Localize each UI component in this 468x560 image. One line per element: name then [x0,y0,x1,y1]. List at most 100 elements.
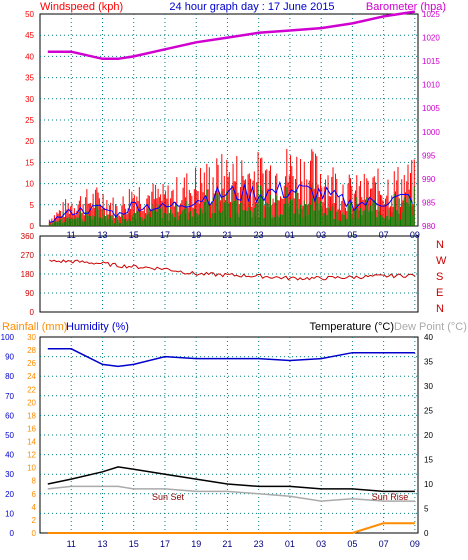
baro-tick-label: 1000 [422,128,440,137]
bot-x-tick-label: 09 [410,539,420,549]
wind-tick-label: 40 [25,52,34,61]
rain-tick-label: 24 [27,372,36,381]
top-x-tick-label: 15 [129,230,139,240]
dewpoint-line [47,485,415,502]
compass-label: N [436,303,444,315]
rain-tick-label: 30 [27,333,36,342]
compass-label: S [436,271,443,283]
wind-tick-label: 5 [30,201,35,210]
barometer-line [47,10,416,61]
baro-tick-label: 1005 [422,104,440,113]
humidity-tick-label: 50 [5,431,14,440]
top-x-tick-label: 19 [191,230,201,240]
rain-tick-label: 20 [27,398,36,407]
rain-tick-label: 10 [27,464,36,473]
baro-tick-label: 1015 [422,57,440,66]
rain-tick-label: 4 [32,503,37,512]
wind-tick-label: 50 [25,10,34,19]
baro-tick-label: 995 [422,151,436,160]
wind-tick-label: 35 [25,74,34,83]
data-series [47,10,416,534]
humidity-tick-label: 0 [10,529,15,538]
rain-tick-label: 14 [27,438,36,447]
page-title: 24 hour graph day : 17 June 2015 [169,1,334,13]
temp-tick-label: 30 [424,382,433,391]
top-x-tick-label: 05 [347,230,357,240]
winddir-tick-label: 180 [21,270,35,279]
humidity-tick-label: 60 [5,411,14,420]
winddir-tick-label: 270 [21,251,35,260]
compass-label: W [436,255,447,267]
bot-x-tick-label: 05 [347,539,357,549]
temperature-line [47,466,415,493]
rain-tick-label: 28 [27,346,36,355]
temp-tick-label: 10 [424,480,433,489]
wind-direction-line [49,259,416,281]
baro-tick-label: 1020 [422,34,440,43]
humidity-tick-label: 70 [5,392,14,401]
rain-tick-label: 0 [32,529,37,538]
top-x-tick-label: 07 [379,230,389,240]
humidity-tick-label: 90 [5,353,14,362]
wind-tick-label: 15 [25,158,34,167]
rain-tick-label: 16 [27,424,36,433]
wind-tick-label: 30 [25,95,34,104]
top-x-tick-label: 17 [160,230,170,240]
temp-tick-label: 40 [424,333,433,342]
wind-tick-label: 0 [30,222,35,231]
sun-rise-label: Sun Rise [372,492,409,502]
wind-tick-label: 10 [25,180,34,189]
temp-tick-label: 25 [424,407,433,416]
bot-x-tick-label: 23 [254,539,264,549]
winddir-tick-label: 90 [25,289,34,298]
rain-tick-label: 12 [27,451,36,460]
bot-x-tick-label: 01 [285,539,295,549]
rainfall-line [47,522,415,534]
bot-x-tick-label: 21 [222,539,232,549]
baro-tick-label: 985 [422,198,436,207]
temp-tick-label: 0 [424,529,429,538]
top-left-axis-title: Windspeed (kph) [40,1,123,13]
temp-tick-label: 35 [424,358,433,367]
baro-tick-label: 990 [422,175,436,184]
bot-x-tick-label: 15 [129,539,139,549]
rain-tick-label: 18 [27,411,36,420]
grid-lines [40,14,418,533]
sun-set-label: Sun Set [152,492,185,502]
bot-x-tick-label: 19 [191,539,201,549]
humidity-axis-title: Humidity (%) [66,321,129,333]
top-x-tick-label: 23 [254,230,264,240]
wind-tick-label: 45 [25,31,34,40]
temp-tick-label: 20 [424,431,433,440]
humidity-line [47,348,415,368]
top-x-tick-label: 13 [97,230,107,240]
rainfall-axis-title: Rainfall (mm) [2,321,67,333]
top-x-tick-label: 01 [285,230,295,240]
bot-x-tick-label: 13 [97,539,107,549]
rain-tick-label: 22 [27,385,36,394]
baro-tick-label: 1010 [422,81,440,90]
bot-x-tick-label: 03 [316,539,326,549]
top-right-axis-title: Barometer (hpa) [366,1,446,13]
temp-tick-label: 15 [424,456,433,465]
winddir-tick-label: 360 [21,232,35,241]
humidity-tick-label: 100 [1,333,15,342]
wind-tick-label: 20 [25,137,34,146]
baro-tick-label: 980 [422,222,436,231]
top-x-tick-label: 09 [410,230,420,240]
humidity-tick-label: 10 [5,509,14,518]
rain-tick-label: 26 [27,359,36,368]
humidity-tick-label: 20 [5,490,14,499]
top-x-tick-label: 11 [67,230,76,240]
baro-tick-label: 1025 [422,10,440,19]
temperature-axis-title: Temperature (°C) [310,321,394,333]
rain-tick-label: 2 [32,516,37,525]
humidity-tick-label: 30 [5,470,14,479]
temp-tick-label: 5 [424,505,429,514]
bot-x-tick-label: 07 [379,539,389,549]
compass-label: N [436,239,444,251]
humidity-tick-label: 40 [5,451,14,460]
wind-average-line [49,180,413,223]
